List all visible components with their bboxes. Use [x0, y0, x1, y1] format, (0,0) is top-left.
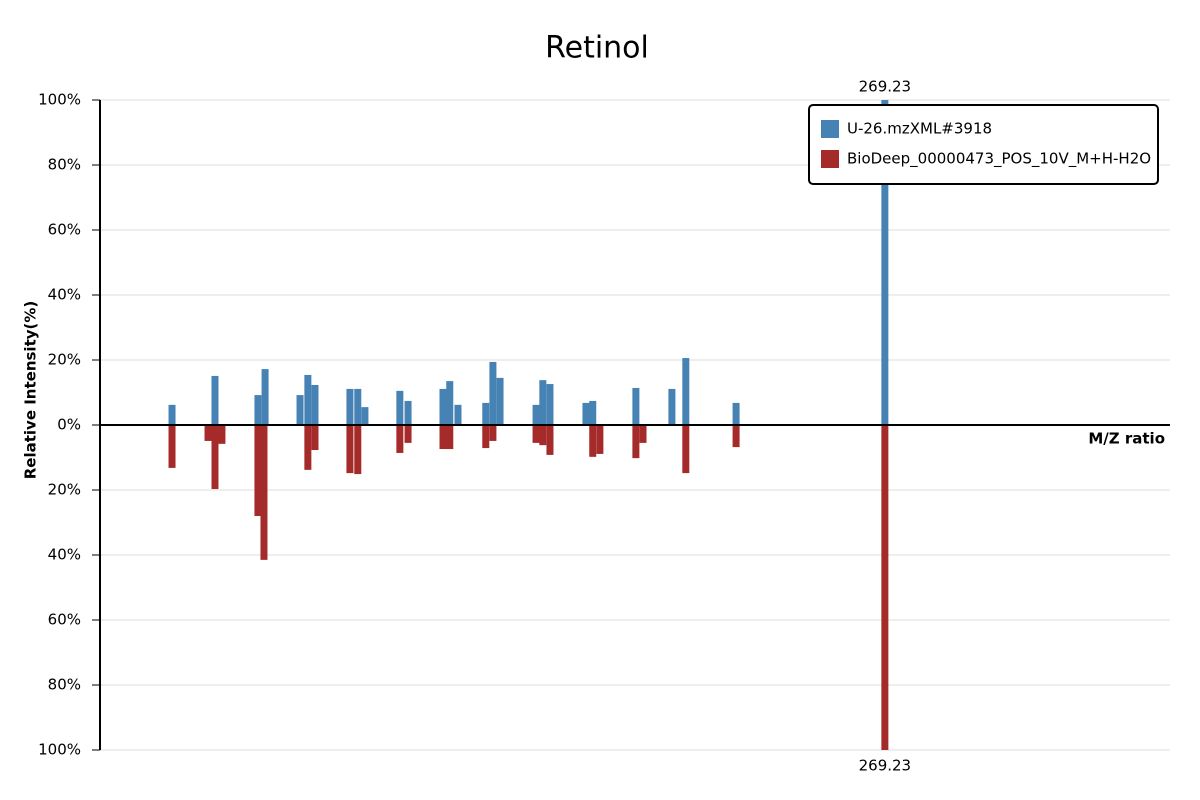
legend: U-26.mzXML#3918 BioDeep_00000473_POS_10V_… — [808, 104, 1159, 185]
bar — [311, 425, 319, 451]
bar — [354, 425, 362, 475]
legend-label: U-26.mzXML#3918 — [847, 120, 992, 138]
bar — [496, 377, 504, 425]
bar — [482, 425, 490, 449]
bar — [682, 425, 690, 474]
bar — [211, 375, 219, 425]
bar — [589, 425, 597, 457]
peak-label: 269.23 — [859, 757, 912, 775]
y-tick-label: 20% — [48, 481, 81, 499]
bar — [296, 395, 304, 425]
bar — [260, 425, 268, 560]
legend-label: BioDeep_00000473_POS_10V_M+H-H2O — [847, 150, 1151, 169]
x-axis-label: M/Z ratio — [1088, 430, 1165, 448]
bar — [632, 425, 640, 459]
bar — [732, 402, 740, 425]
bar — [168, 425, 176, 468]
bar — [881, 100, 889, 425]
bar — [396, 390, 404, 425]
bar — [439, 425, 447, 450]
bar — [539, 380, 547, 425]
bar — [881, 425, 889, 750]
bar — [204, 425, 212, 441]
bar — [454, 404, 462, 425]
bar — [311, 385, 319, 425]
bar — [546, 425, 554, 455]
y-tick-label: 40% — [48, 286, 81, 304]
bar — [732, 425, 740, 448]
bar — [532, 404, 540, 425]
bar — [404, 400, 412, 425]
legend-swatch — [821, 120, 839, 138]
y-tick-label: 80% — [48, 676, 81, 694]
bar — [304, 374, 312, 425]
bar — [354, 388, 362, 425]
bar — [489, 425, 497, 441]
chart-title: Retinol — [545, 31, 649, 66]
bar — [346, 425, 354, 474]
bar — [446, 381, 454, 425]
y-tick-label: 60% — [48, 611, 81, 629]
bar — [396, 425, 404, 453]
bar — [489, 361, 497, 425]
y-tick-label: 80% — [48, 156, 81, 174]
y-tick-label: 20% — [48, 351, 81, 369]
bar — [346, 388, 354, 425]
peak-label: 269.23 — [859, 78, 912, 96]
bar — [639, 425, 647, 443]
bar — [168, 404, 176, 425]
y-tick-label: 0% — [57, 416, 81, 434]
bar — [439, 388, 447, 425]
bar — [254, 395, 262, 425]
legend-box — [808, 104, 1159, 185]
bar — [361, 407, 369, 425]
bar — [682, 358, 690, 425]
bar — [532, 425, 540, 443]
bar — [446, 425, 454, 450]
bar — [632, 387, 640, 425]
bar — [589, 400, 597, 425]
bar — [211, 425, 219, 490]
bar — [404, 425, 412, 443]
y-tick-label: 40% — [48, 546, 81, 564]
legend-swatch — [821, 150, 839, 168]
bar — [304, 425, 312, 470]
y-axis-label: Relative Intensity(%) — [22, 301, 40, 480]
bar — [582, 402, 590, 425]
bar — [596, 425, 604, 454]
bar — [218, 425, 226, 444]
bar — [254, 425, 262, 516]
bar — [668, 388, 676, 425]
bar — [546, 384, 554, 425]
bar — [539, 425, 547, 446]
y-tick-label: 100% — [38, 741, 81, 759]
bar — [261, 369, 269, 425]
y-tick-label: 100% — [38, 91, 81, 109]
y-tick-label: 60% — [48, 221, 81, 239]
bar — [482, 402, 490, 425]
